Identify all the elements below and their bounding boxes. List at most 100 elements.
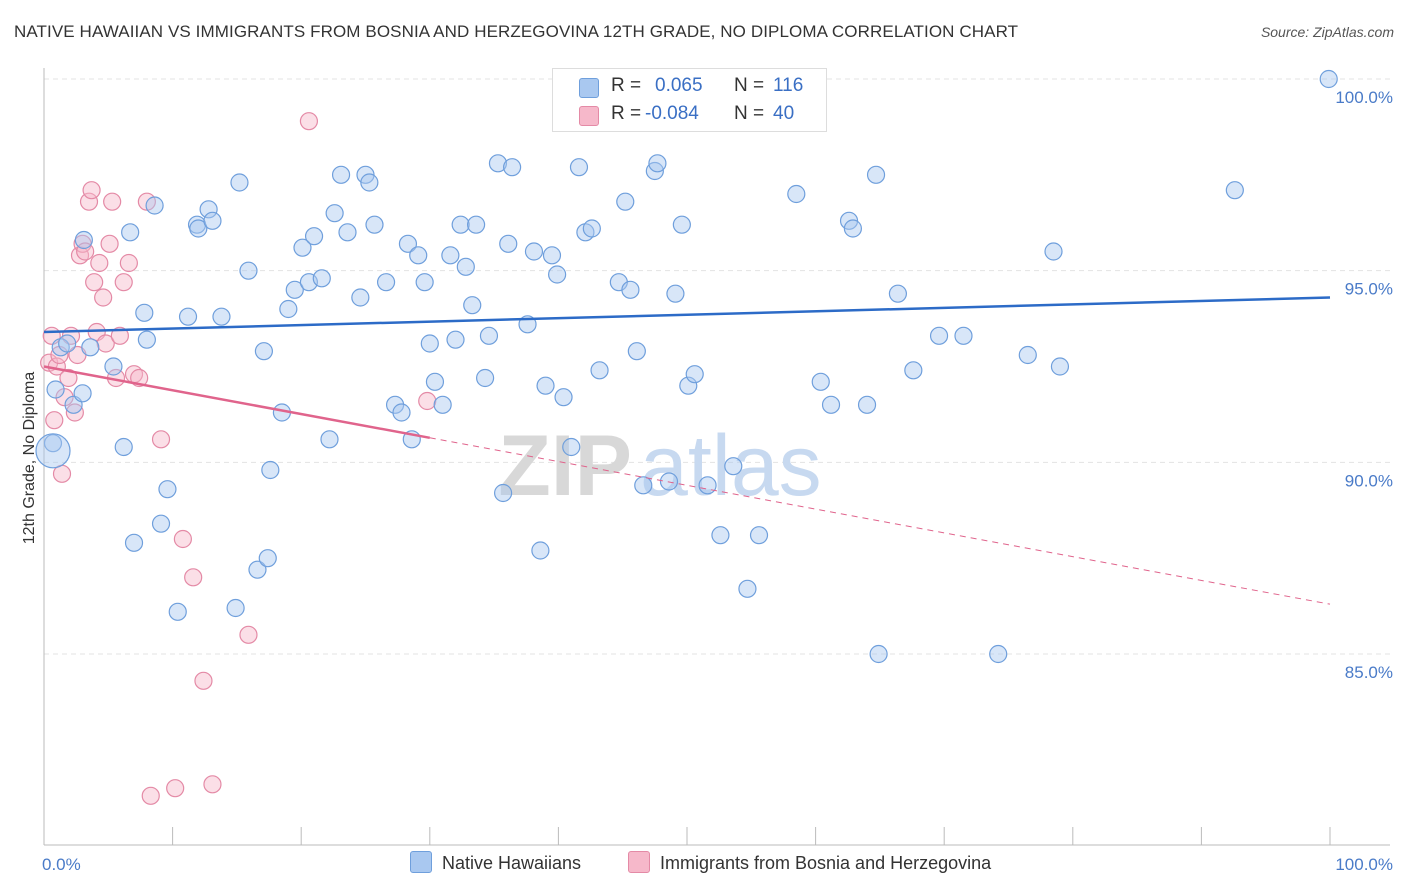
native-hawaiian-point <box>35 433 71 469</box>
blue-swatch <box>579 78 599 98</box>
native-hawaiian-point <box>888 284 908 303</box>
native-hawaiian-point <box>456 257 475 276</box>
source-label: Source: ZipAtlas.com <box>1260 24 1394 40</box>
legend-swatch-blue <box>410 851 432 874</box>
chart-title: NATIVE HAWAIIAN VS IMMIGRANTS FROM BOSNI… <box>14 22 1019 41</box>
bosnia-point <box>173 529 192 549</box>
native-hawaiian-point <box>954 326 973 345</box>
native-hawaiian-point <box>230 173 249 192</box>
bosnia-point <box>100 234 119 253</box>
native-hawaiian-point <box>338 223 357 242</box>
native-hawaiian-point <box>672 215 691 234</box>
native-hawaiian-point <box>58 334 77 353</box>
y-tick-label: 90.0% <box>1345 471 1393 490</box>
native-hawaiian-point <box>304 227 324 246</box>
n-label: N = <box>734 75 765 96</box>
bosnia-point <box>194 671 213 690</box>
y-axis-title: 12th Grade, No Diploma <box>21 372 38 545</box>
native-hawaiian-point <box>499 234 518 253</box>
native-hawaiian-point <box>398 234 418 253</box>
legend-swatch-pink <box>628 851 650 874</box>
stats-legend: R = 0.065 N = 116 R = -0.084 N = 40 <box>552 68 827 132</box>
bosnia-point <box>119 253 138 273</box>
bosnia-point <box>239 625 258 644</box>
native-hawaiian-point <box>43 434 63 453</box>
native-hawaiian-point <box>811 372 830 391</box>
native-hawaiian-point <box>121 223 140 242</box>
native-hawaiian-point <box>114 437 133 457</box>
r-label: R = <box>611 75 642 96</box>
native-hawaiian-point <box>351 288 370 307</box>
native-hawaiian-point <box>320 430 339 449</box>
native-hawaiian-point <box>81 338 100 357</box>
legend-item-native-hawaiians[interactable]: Native Hawaiians <box>410 851 581 875</box>
native-hawaiian-point <box>466 215 486 234</box>
native-hawaiian-point <box>420 334 439 353</box>
native-hawaiian-point <box>648 154 667 173</box>
bosnia-point <box>94 288 113 307</box>
bosnia-point <box>110 326 129 345</box>
native-hawaiian-point <box>239 261 258 280</box>
legend-item-bosnia[interactable]: Immigrants from Bosnia and Herzegovina <box>628 851 991 875</box>
bosnia-point <box>76 242 95 261</box>
native-hawaiian-point <box>569 158 589 177</box>
native-hawaiian-point <box>312 269 331 288</box>
n-value: 116 <box>773 75 804 96</box>
native-hawaiian-point <box>548 265 567 284</box>
native-hawaiian-point <box>679 376 698 395</box>
native-hawaiian-point <box>104 357 123 376</box>
native-hawaiian-point <box>627 342 646 361</box>
native-hawaiian-point <box>821 395 841 414</box>
native-hawaiian-point <box>488 154 508 173</box>
bosnia-point <box>299 112 319 131</box>
axes <box>43 68 1390 846</box>
x-tick-label: 0.0% <box>42 855 81 874</box>
native-hawaiian-point <box>562 437 581 457</box>
native-hawaiian-point <box>582 219 601 238</box>
native-hawaiian-point <box>73 384 92 403</box>
native-hawaiian-point <box>711 526 730 545</box>
y-tick-label: 95.0% <box>1345 280 1393 299</box>
native-hawaiian-point <box>536 376 555 395</box>
native-hawaiian-point <box>494 483 513 503</box>
native-hawaiian-point <box>479 326 499 345</box>
watermark-atlas: atlas <box>640 418 822 514</box>
bosnia-point <box>151 430 171 449</box>
native-hawaiian-point <box>1050 357 1070 376</box>
native-hawaiian-point <box>685 365 704 384</box>
native-hawaiian-point <box>524 242 544 261</box>
native-hawaiian-point <box>151 514 171 533</box>
native-hawaiian-point <box>724 457 743 476</box>
native-hawaiian-point <box>866 165 886 184</box>
native-hawaiian-point <box>137 330 156 349</box>
native-hawaiian-point <box>145 196 164 215</box>
bosnia-point <box>114 273 133 292</box>
native-hawaiian-point <box>989 644 1008 664</box>
native-hawaiian-point <box>415 273 434 292</box>
native-hawaiian-point <box>475 368 495 388</box>
x-tick-label: 100.0% <box>1335 855 1393 874</box>
native-hawaiian-point <box>857 395 877 414</box>
series-native-hawaiians-points <box>35 69 1338 664</box>
native-hawaiian-point <box>365 215 384 234</box>
native-hawaiian-point <box>376 273 396 292</box>
native-hawaiian-point <box>178 307 198 326</box>
native-hawaiian-point <box>616 192 635 211</box>
native-hawaiian-point <box>451 215 470 234</box>
native-hawaiian-point <box>279 299 298 319</box>
native-hawaiian-point <box>843 219 862 238</box>
native-hawaiian-point <box>666 284 685 303</box>
native-hawaiian-point <box>503 158 522 177</box>
bosnia-point <box>45 411 64 430</box>
native-hawaiian-point <box>590 361 609 380</box>
native-hawaiian-point <box>226 598 245 618</box>
native-hawaiian-point <box>135 303 154 322</box>
pink-swatch <box>579 106 599 126</box>
native-hawaiian-point <box>698 476 717 495</box>
native-hawaiian-point <box>904 361 923 380</box>
trend-lines <box>43 296 1331 605</box>
native-hawaiian-point <box>542 246 562 265</box>
bosnia-point <box>103 192 122 211</box>
native-hawaiian-point <box>1018 345 1037 365</box>
